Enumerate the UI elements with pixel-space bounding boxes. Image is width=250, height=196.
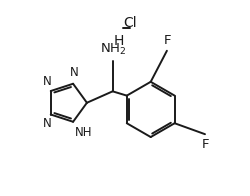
Text: H: H	[114, 34, 124, 48]
Text: NH$_2$: NH$_2$	[100, 42, 127, 57]
Text: N: N	[42, 75, 51, 88]
Text: N: N	[70, 66, 79, 79]
Text: N: N	[42, 117, 51, 130]
Text: NH: NH	[74, 126, 92, 139]
Text: Cl: Cl	[123, 16, 136, 30]
Text: F: F	[164, 34, 172, 47]
Text: F: F	[202, 138, 210, 151]
